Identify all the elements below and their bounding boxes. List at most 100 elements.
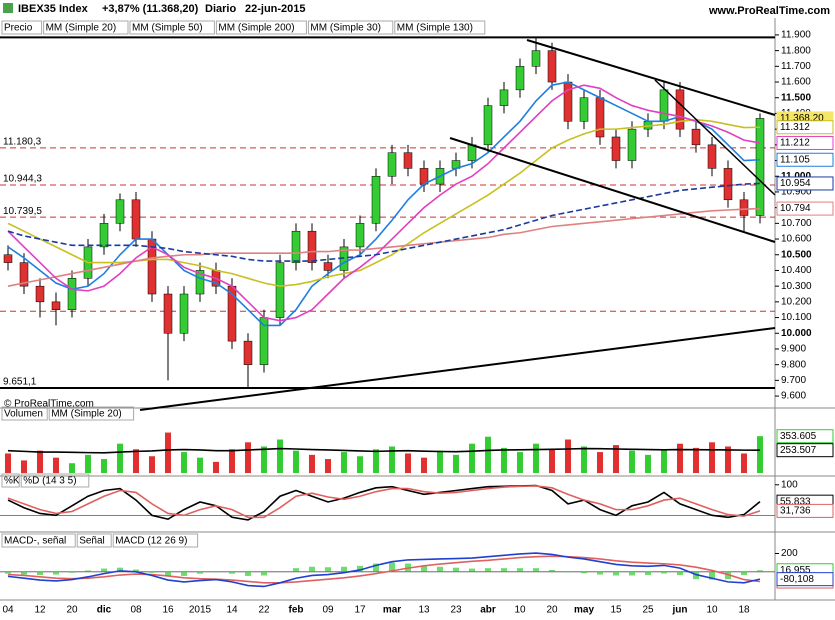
x-tick-label: 20 xyxy=(66,605,78,616)
volume-bar xyxy=(37,450,43,473)
y-tick-label: 10.500 xyxy=(781,249,812,260)
histogram-bar xyxy=(709,571,715,580)
x-tick-label: abr xyxy=(480,605,496,616)
change: +3,87% (11.368,20) xyxy=(102,3,199,15)
level-label: 9.651,1 xyxy=(3,377,37,388)
legend-box xyxy=(1,406,48,421)
value-flag-label: 16,955 xyxy=(780,565,811,576)
volume-bar xyxy=(677,443,683,473)
volume-bar xyxy=(565,439,571,473)
x-tick-label: 17 xyxy=(354,605,366,616)
x-tick-label: 16 xyxy=(162,605,174,616)
y-tick-label: 10.900 xyxy=(781,187,812,198)
candle-body xyxy=(67,278,77,310)
histogram-bar xyxy=(37,571,43,576)
histogram-bar xyxy=(501,568,507,572)
volume-bar xyxy=(581,446,587,473)
volume-bar xyxy=(277,439,283,473)
volume-bar xyxy=(709,442,715,473)
histogram-bar xyxy=(341,566,347,572)
histogram-bar xyxy=(453,567,459,572)
x-tick-label: jun xyxy=(672,605,688,616)
histogram-bar xyxy=(725,571,731,580)
indicator-line xyxy=(7,447,761,454)
histogram-bar xyxy=(661,571,667,574)
indicator-line xyxy=(7,81,761,327)
candle-body xyxy=(3,254,13,263)
indicator-line xyxy=(7,182,761,262)
x-tick-label: 10 xyxy=(514,605,526,616)
candle-body xyxy=(243,340,253,365)
value-flag-label: 11.105 xyxy=(780,154,810,165)
legend-box xyxy=(112,533,199,548)
volume-bar xyxy=(693,447,699,473)
histogram-bar xyxy=(53,571,59,575)
histogram-bar xyxy=(309,566,315,572)
legend-box xyxy=(1,533,76,548)
indicator-line xyxy=(7,552,761,588)
copyright: © ProRealTime.com xyxy=(4,399,94,410)
candle-body xyxy=(291,230,301,263)
y-tick-label: 11.600 xyxy=(781,77,811,88)
histogram-bar xyxy=(549,569,555,572)
volume-bar xyxy=(101,459,107,473)
candle-body xyxy=(595,97,605,138)
candle-body xyxy=(739,199,749,216)
volume-bar xyxy=(501,447,507,473)
site: www.ProRealTime.com xyxy=(708,5,830,17)
candle-body xyxy=(163,293,173,334)
histogram-bar xyxy=(85,570,91,572)
value-flag-label: 10.954 xyxy=(780,178,811,189)
legend-entry: MM (Simple 20) xyxy=(51,409,122,420)
y-tick-label: 10.400 xyxy=(781,265,812,276)
candle-body xyxy=(691,128,701,146)
value-flag-label: 11.212 xyxy=(780,138,810,149)
candle-body xyxy=(275,262,285,318)
volume-bar xyxy=(293,450,299,473)
candle-body xyxy=(403,152,413,169)
value-flag-label: 353.605 xyxy=(780,431,817,442)
value-flag xyxy=(776,135,834,150)
histogram-bar xyxy=(5,571,11,574)
y-tick-label: 11.700 xyxy=(781,61,811,72)
histogram-bar xyxy=(165,571,171,576)
y-tick-label: 9.600 xyxy=(781,391,806,402)
value-flag xyxy=(776,152,834,167)
volume-bar xyxy=(341,452,347,473)
volume-bar xyxy=(85,454,91,473)
histogram-bar xyxy=(741,571,747,576)
histogram-bar xyxy=(117,567,123,572)
volume-bar xyxy=(117,443,123,473)
candle-body xyxy=(547,50,557,83)
value-flag xyxy=(776,201,834,216)
y-tick-label: 10.000 xyxy=(781,328,812,339)
histogram-bar xyxy=(517,568,523,572)
x-tick-label: 08 xyxy=(130,605,142,616)
histogram-bar xyxy=(581,571,587,574)
y-tick-label: 10.100 xyxy=(781,312,812,323)
x-tick-label: dic xyxy=(97,605,112,616)
x-tick-label: 14 xyxy=(226,605,238,616)
y-tick-label: 11.000 xyxy=(781,171,811,182)
volume-bar xyxy=(389,446,395,473)
indicator-line xyxy=(7,555,761,584)
candle-body xyxy=(387,152,397,177)
volume-bar xyxy=(325,459,331,473)
histogram-bar xyxy=(149,571,155,573)
volume-bar xyxy=(181,452,187,473)
candle-body xyxy=(195,270,205,295)
histogram-bar xyxy=(757,570,763,572)
y-tick-label: 11.500 xyxy=(781,92,811,103)
candle-body xyxy=(19,262,29,287)
x-tick-label: 15 xyxy=(610,605,622,616)
histogram-bar xyxy=(629,571,635,576)
volume-bar xyxy=(373,449,379,473)
histogram-bar xyxy=(21,571,27,575)
candle-body xyxy=(723,168,733,201)
candle-body xyxy=(115,199,125,224)
x-tick-label: 13 xyxy=(418,605,430,616)
period: Diario xyxy=(205,3,236,15)
legend-entry: %D (14 3 5) xyxy=(23,476,76,487)
